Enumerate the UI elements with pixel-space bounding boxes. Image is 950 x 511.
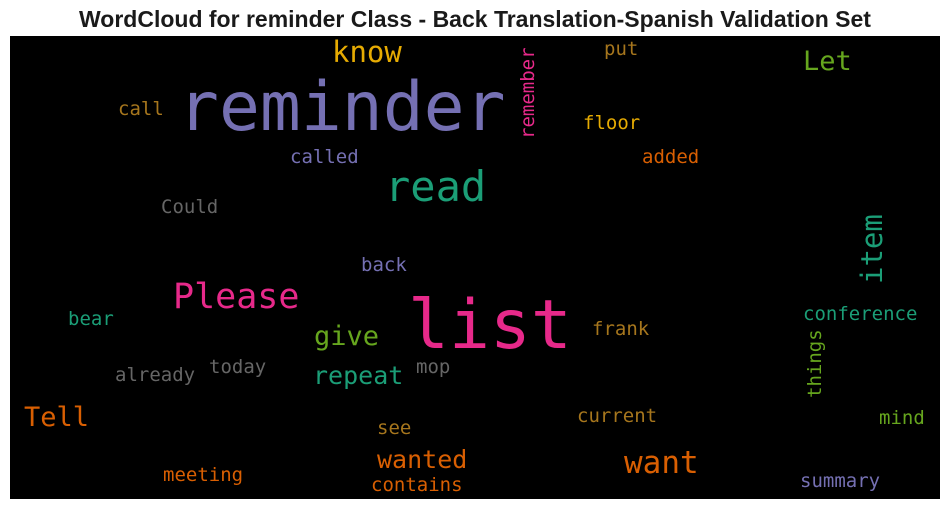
word-read: read [385, 162, 487, 211]
word-let: Let [803, 46, 852, 77]
word-list: list [408, 286, 572, 365]
word-call: call [118, 98, 164, 120]
word-please: Please [173, 277, 300, 317]
word-give: give [314, 321, 380, 352]
word-cloud-canvas: reminder list read Please want know item Let Tel… [10, 36, 940, 499]
word-repeat: repeat [313, 361, 404, 390]
word-conference: conference [803, 303, 918, 325]
word-current: current [577, 405, 658, 427]
word-reminder: reminder [178, 68, 506, 147]
word-floor: floor [583, 112, 641, 134]
word-today: today [209, 356, 267, 378]
word-see: see [377, 417, 412, 439]
word-put: put [604, 38, 639, 60]
word-summary: summary [800, 470, 881, 492]
word-bear: bear [68, 308, 114, 330]
word-back: back [361, 254, 407, 276]
word-know: know [332, 36, 402, 69]
word-added: added [642, 146, 700, 168]
word-already: already [115, 364, 196, 386]
word-tell: Tell [24, 402, 90, 433]
word-things: things [804, 329, 826, 398]
word-mind: mind [879, 407, 925, 429]
word-frank: frank [592, 318, 650, 340]
word-item: item [855, 214, 889, 284]
chart-title: WordCloud for reminder Class - Back Tran… [79, 6, 871, 32]
word-could: Could [161, 196, 219, 218]
word-contains: contains [371, 474, 463, 496]
word-meeting: meeting [163, 464, 244, 486]
word-want: want [624, 445, 699, 481]
word-remember: remember [517, 47, 539, 139]
word-mop: mop [416, 356, 451, 378]
word-called: called [290, 146, 359, 168]
word-wanted: wanted [377, 445, 468, 474]
